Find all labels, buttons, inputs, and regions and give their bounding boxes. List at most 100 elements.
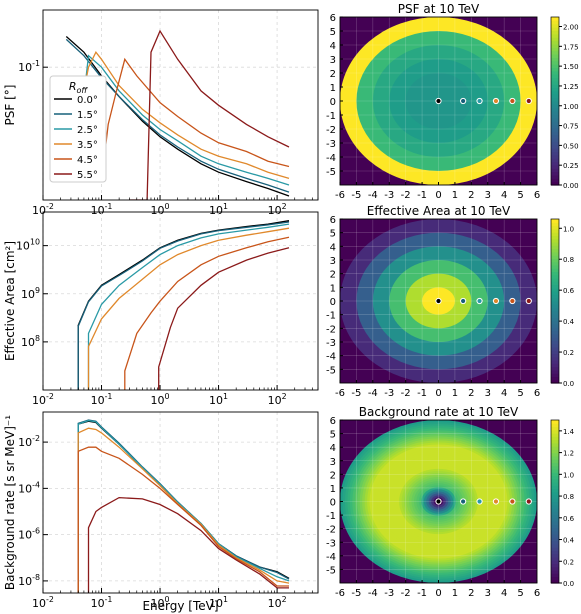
colorbar-segment [551,148,559,152]
x-tick-label: 0 [435,388,441,399]
colorbar-segment [551,553,559,558]
colorbar-segment [551,17,559,21]
legend-label: 2.5° [77,125,98,136]
colorbar-segment [551,455,559,460]
colorbar-segment [551,278,559,282]
y-tick-label: 10-6 [18,527,40,542]
colorbar-segment [551,524,559,529]
x-tick-label: -4 [368,388,378,399]
series-line-3.5 [87,227,290,390]
series-line-4.5 [124,236,290,390]
colorbar-segment [551,294,559,299]
colorbar-segment [551,488,559,493]
colorbar-segment [551,228,559,233]
colorbar-segment [551,222,559,227]
colorbar-segment [551,111,559,116]
colorbar-segment [551,508,559,512]
colorbar-segment [551,439,559,444]
legend-label: 1.5° [77,110,98,121]
y-tick-label: -2 [326,324,336,335]
y-tick-label: 10-8 [18,573,40,588]
series-line-2.5 [87,223,290,390]
colorbar-segment [551,64,559,68]
offset-marker [492,297,500,305]
colorbar-segment [551,423,559,428]
series-line-1.5 [77,221,290,390]
colorbar-segment [551,43,559,48]
colorbar-segment [551,350,559,355]
colorbar-segment [551,20,559,25]
colorbar-segment [551,376,559,381]
offset-marker [525,297,532,305]
x-tick-label: -1 [417,190,427,201]
colorbar-segment [551,251,559,256]
heatmap-title: Background rate at 10 TeV [359,405,519,419]
colorbar-segment [551,481,559,486]
y-tick-label: 3 [330,457,336,468]
colorbar-segment [551,369,559,374]
colorbar-segment [551,90,559,95]
x-tick-label: 5 [517,190,523,201]
x-tick-label: -6 [335,388,345,399]
y-tick-label: -4 [326,352,336,363]
offset-marker [460,498,467,505]
colorbar-segment [551,134,559,139]
x-tick-label: -6 [335,588,345,599]
x-tick-label: 3 [485,588,491,599]
colorbar-segment [551,501,559,506]
x-tick-label: 102 [268,595,287,610]
colorbar-tick-label: 0.4 [563,537,575,545]
colorbar-segment [551,498,559,503]
colorbar-segment [551,462,559,467]
colorbar-segment [551,540,559,545]
y-tick-label: 4 [330,41,336,52]
colorbar-segment [551,436,559,441]
x-tick-label: -2 [401,190,411,201]
y-tick-label: 5 [330,430,336,441]
colorbar-tick-label: 1.00 [563,103,579,111]
y-tick-label: 1010 [16,238,40,253]
colorbar-frame [550,16,560,186]
colorbar-tick-label: 1.2 [563,450,574,458]
y-tick-label: 10-4 [18,480,40,495]
x-tick-label: 0 [435,588,441,599]
legend-label: 3.5° [77,140,98,151]
colorbar-segment [551,373,559,378]
x-tick-label: 4 [501,388,507,399]
series-line-3.5 [83,50,290,180]
x-tick-label: 2 [468,190,474,201]
colorbar-segment [551,485,559,490]
colorbar-segment [551,23,559,28]
series-line-2.5 [83,54,290,186]
colorbar-tick-label: 1.4 [563,428,575,436]
colorbar-tick-label: 0.2 [563,349,574,357]
x-tick-label: 3 [485,190,491,201]
series-line-4.5 [77,446,289,593]
colorbar-segment [551,40,559,45]
offset-marker [492,97,500,105]
x-axis-label: Energy [TeV] [142,599,218,613]
colorbar-segment [551,511,559,516]
colorbar-segment [551,491,559,496]
x-tick-label: -1 [417,388,427,399]
offset-marker [525,498,532,505]
x-tick-label: -4 [368,588,378,599]
colorbar-segment [551,527,559,532]
y-tick-label: -3 [326,338,336,349]
x-tick-label: 5 [517,388,523,399]
colorbar-segment [551,158,559,163]
colorbar-segment [551,426,559,431]
x-tick-label: 6 [534,190,540,201]
colorbar-tick-label: 1.50 [563,63,579,71]
colorbar: 0.00 0.25 0.50 0.75 1.00 1.25 1.50 1.75 2.00 [550,16,579,190]
x-tick-label: 10-2 [32,595,54,610]
colorbar-segment [551,452,559,457]
x-tick-label: -2 [401,588,411,599]
colorbar-segment [551,27,559,32]
legend-label: 4.5° [77,155,98,166]
colorbar-segment [551,121,559,126]
colorbar-segment [551,168,559,173]
colorbar-segment [551,74,559,79]
y-tick-label: 0 [330,498,336,509]
